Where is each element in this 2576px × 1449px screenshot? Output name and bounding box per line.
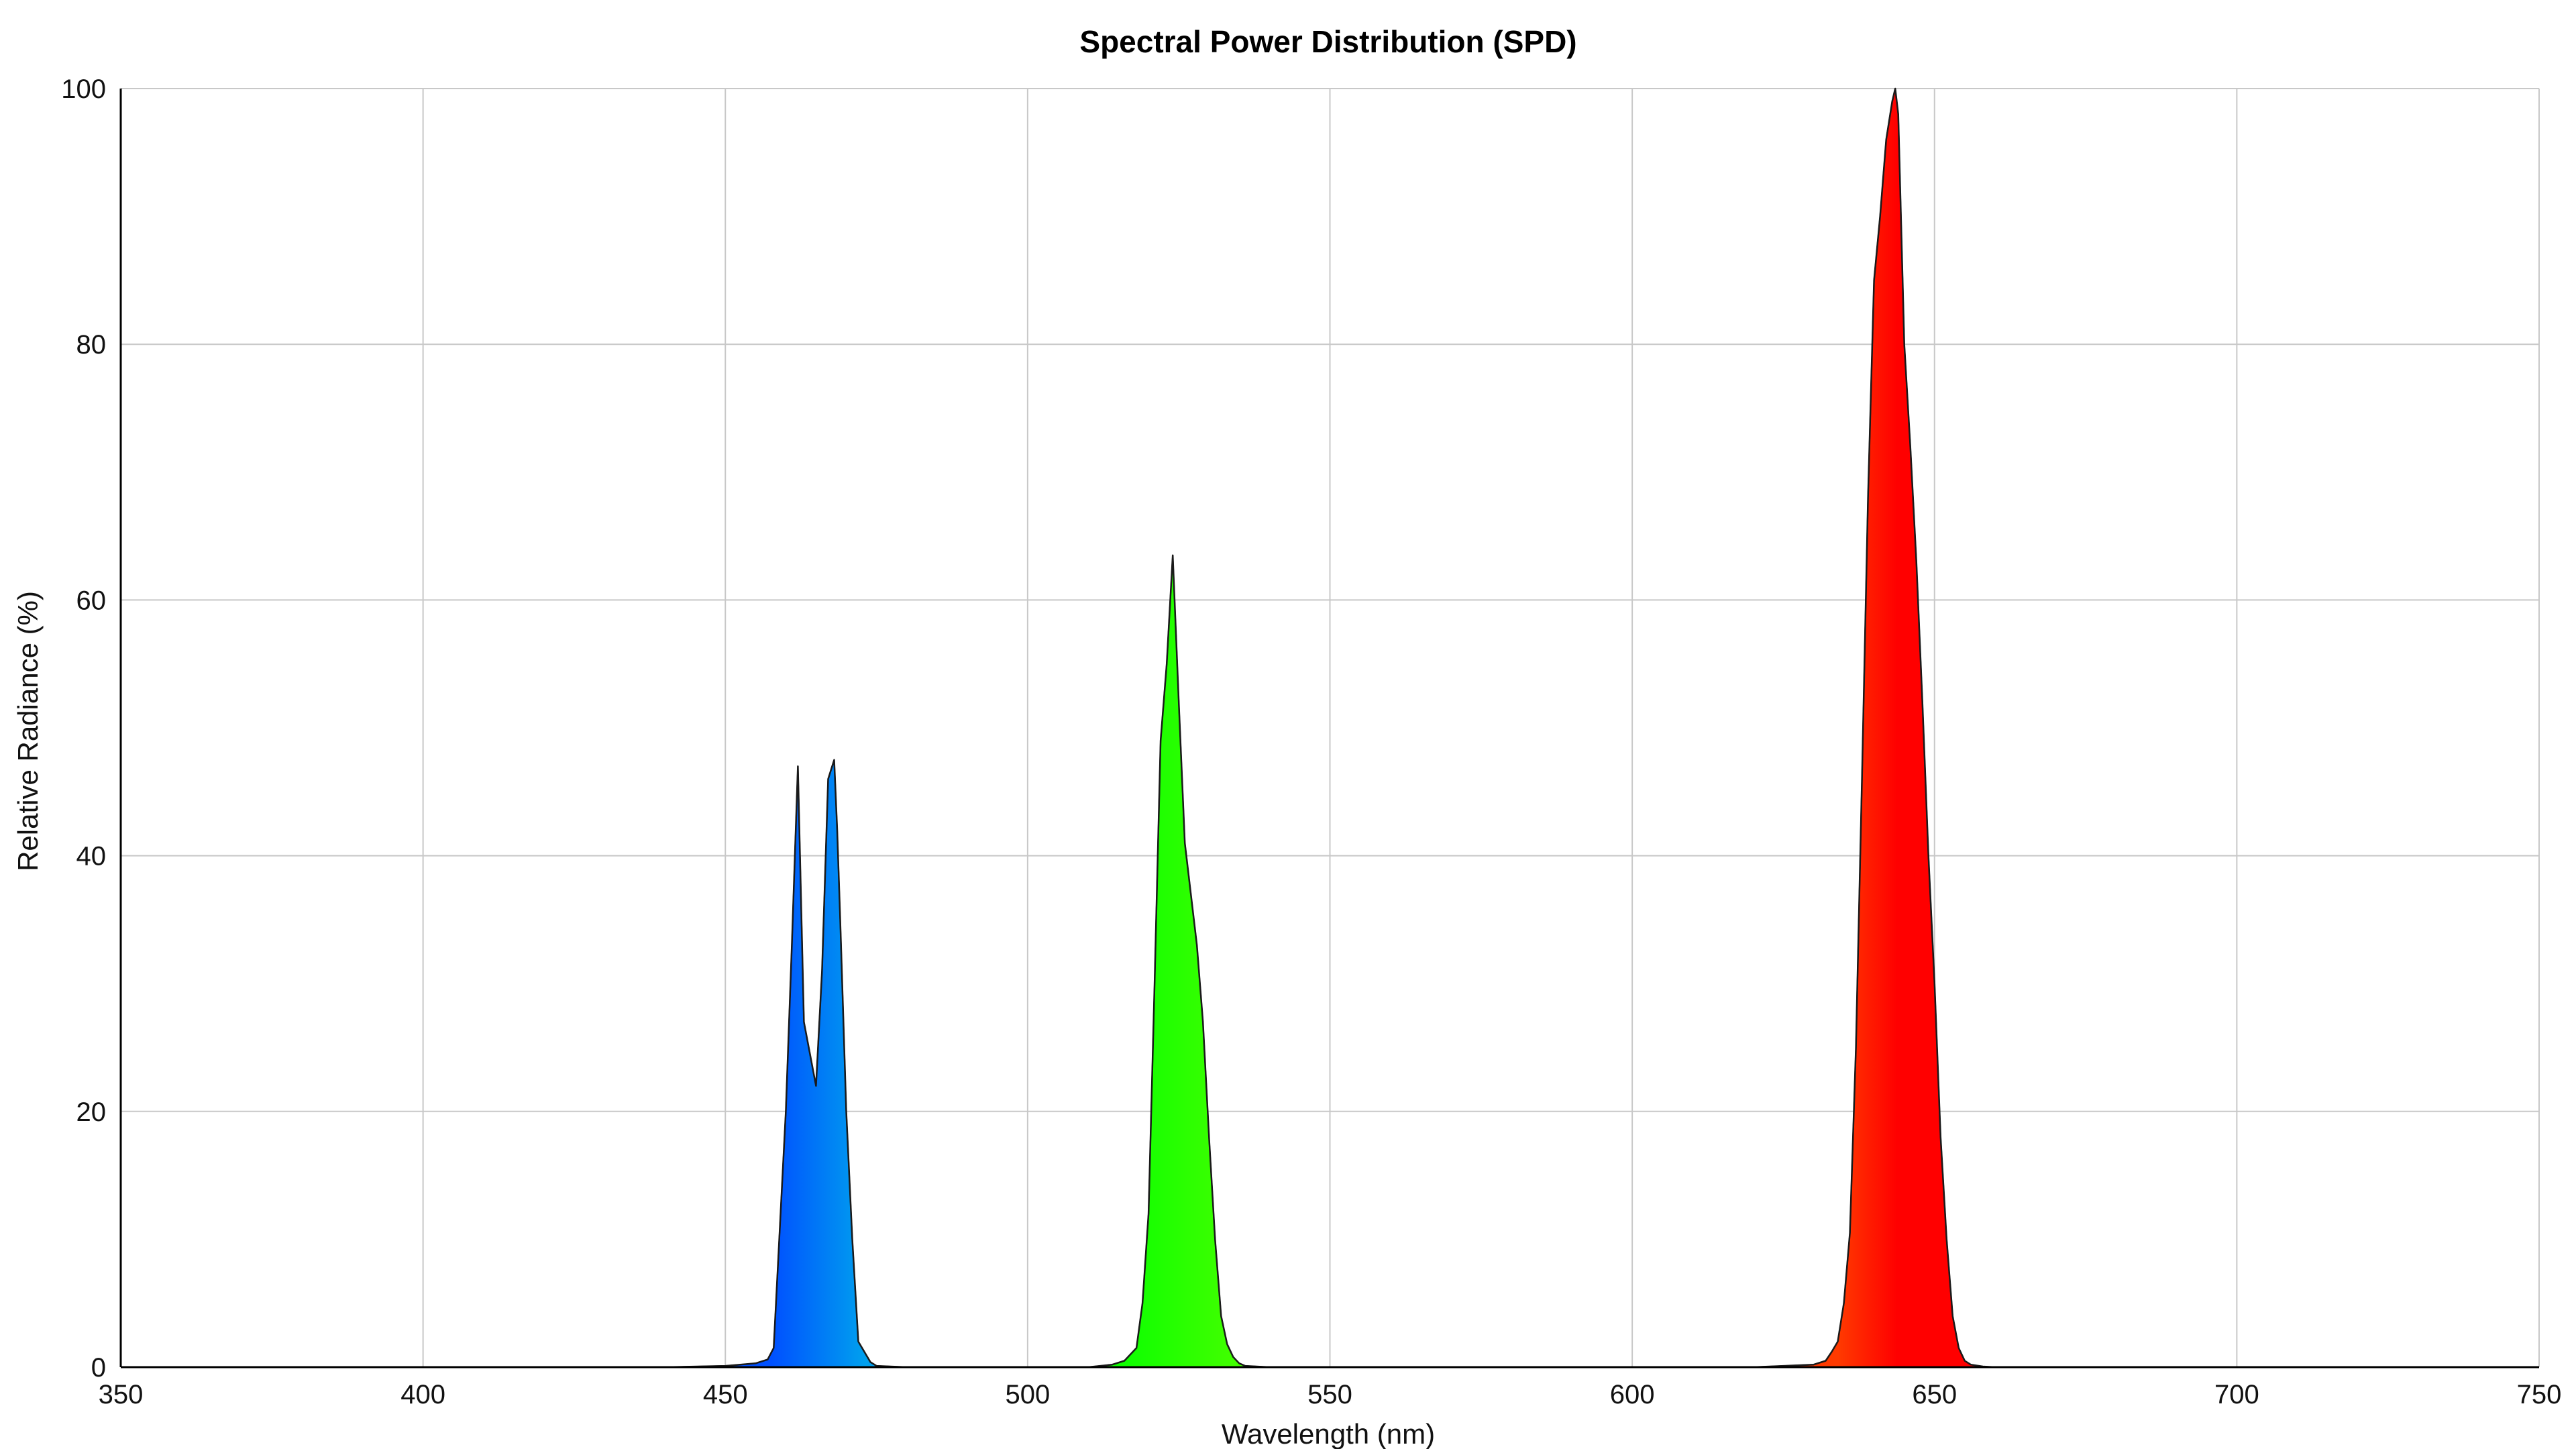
x-tick-label-600: 600 — [1610, 1380, 1655, 1409]
x-tick-label-450: 450 — [703, 1380, 748, 1409]
y-tick-label-40: 40 — [76, 842, 107, 871]
x-tick-label-700: 700 — [2214, 1380, 2259, 1409]
axes — [119, 89, 2539, 1368]
spd-outline — [302, 88, 2539, 1368]
y-tick-label-60: 60 — [76, 586, 107, 615]
y-tick-label-20: 20 — [76, 1097, 107, 1127]
x-tick-label-500: 500 — [1006, 1380, 1051, 1409]
y-tick-label-0: 0 — [91, 1353, 106, 1383]
x-tick-label-650: 650 — [1912, 1380, 1957, 1409]
spd-peak-blue — [663, 759, 969, 1368]
y-tick-label-100: 100 — [61, 74, 106, 104]
y-tick-labels: 0 20 40 60 80 100 — [61, 74, 106, 1383]
chart-title: Spectral Power Distribution (SPD) — [1079, 24, 1576, 59]
spd-peak-green — [1026, 554, 1391, 1368]
x-tick-label-550: 550 — [1307, 1380, 1352, 1409]
y-axis-title: Relative Radiance (%) — [12, 591, 44, 871]
spd-area-group — [302, 87, 2539, 1368]
x-tick-labels: 350 400 450 500 550 600 650 700 750 — [99, 1380, 2562, 1409]
x-tick-label-400: 400 — [400, 1380, 445, 1409]
y-tick-label-80: 80 — [76, 330, 107, 360]
x-tick-label-750: 750 — [2517, 1380, 2562, 1409]
x-tick-label-350: 350 — [99, 1380, 144, 1409]
x-axis-title: Wavelength (nm) — [1222, 1418, 1435, 1449]
grid — [120, 88, 2540, 1368]
